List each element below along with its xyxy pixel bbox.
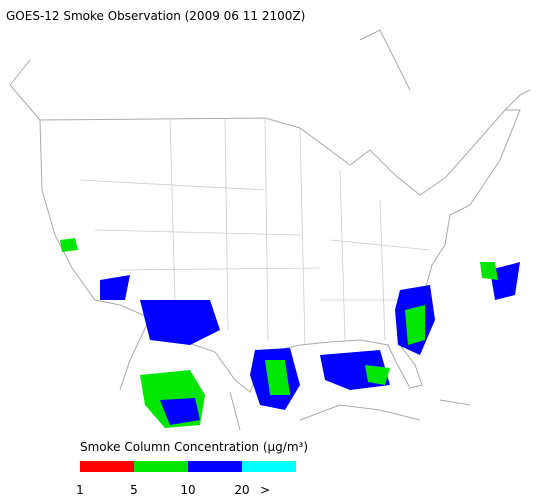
smoke [60, 238, 520, 428]
smoke-area [265, 360, 290, 395]
smoke-area [480, 262, 498, 280]
smoke-area [100, 275, 130, 300]
legend-swatch [80, 461, 134, 472]
legend-label: > [260, 483, 270, 497]
legend-label: 10 [180, 483, 195, 497]
legend-swatch [242, 461, 296, 472]
smoke-area [60, 238, 78, 252]
legend-swatch [134, 461, 188, 472]
legend-label: 20 [234, 483, 249, 497]
coastlines [9, 29, 531, 431]
title: GOES-12 Smoke Observation (2009 06 11 21… [6, 9, 305, 23]
state-borders [79, 117, 431, 346]
legend-label: 1 [76, 483, 84, 497]
smoke-area [365, 365, 390, 385]
smoke-area [160, 398, 200, 425]
smoke-area [140, 300, 220, 345]
legend-swatch [188, 461, 242, 472]
smoke-area [405, 305, 425, 345]
legend-label: 5 [130, 483, 138, 497]
legend-title: Smoke Column Concentration (μg/m³) [80, 440, 308, 454]
legend: 1 5 10 20 > [76, 461, 296, 497]
smoke-area [490, 262, 520, 300]
